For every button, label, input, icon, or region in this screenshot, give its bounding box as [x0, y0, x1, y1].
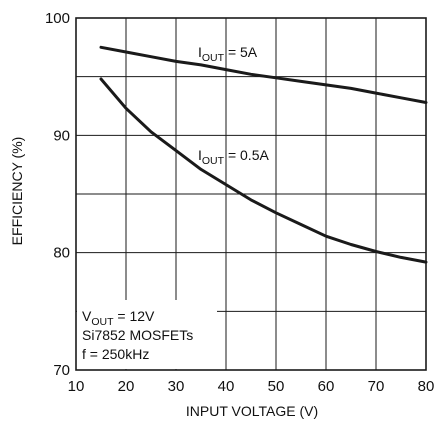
plot-frame	[75, 17, 427, 371]
series-line-iout-0-5a	[99, 77, 428, 264]
series-layer	[99, 45, 428, 264]
y-tick-100: 100	[45, 10, 70, 27]
x-tick-10: 10	[68, 378, 85, 395]
y-tick-80: 80	[53, 245, 70, 262]
series-line-iout-5a	[99, 45, 428, 104]
conditions-box	[77, 300, 217, 369]
x-tick-50: 50	[268, 378, 285, 395]
x-tick-30: 30	[168, 378, 185, 395]
box-line-mosfets: Si7852 MOSFETs	[82, 327, 193, 343]
y-axis-title: EFFICIENCY (%)	[9, 137, 25, 246]
x-tick-labels: 10 20 30 40 50 60 70 80	[68, 378, 435, 395]
x-tick-70: 70	[368, 378, 385, 395]
x-tick-80: 80	[418, 378, 435, 395]
x-tick-60: 60	[318, 378, 335, 395]
x-axis-title: INPUT VOLTAGE (V)	[186, 403, 318, 419]
y-tick-70: 70	[53, 362, 70, 379]
label-iout-0-5a: IOUT = 0.5A	[198, 147, 269, 167]
box-line-vout: VOUT = 12V	[82, 308, 155, 328]
box-line-frequency: f = 250kHz	[82, 346, 149, 362]
x-tick-40: 40	[218, 378, 235, 395]
label-iout-5a: IOUT = 5A	[198, 44, 258, 64]
x-tick-20: 20	[118, 378, 135, 395]
y-tick-90: 90	[53, 127, 70, 144]
y-tick-labels: 70 80 90 100	[45, 10, 70, 379]
